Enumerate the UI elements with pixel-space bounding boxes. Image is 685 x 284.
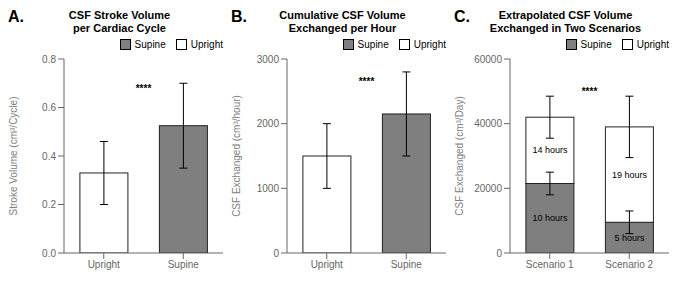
html-text:Supine: Supine	[357, 38, 389, 50]
svg-text:Supine: Supine	[391, 259, 423, 270]
svg-text:Stroke Volume (cm³/Cycle): Stroke Volume (cm³/Cycle)	[8, 97, 19, 216]
svg-text:****: ****	[359, 76, 375, 87]
svg-text:****: ****	[136, 83, 152, 94]
html-text:Upright: Upright	[636, 38, 669, 50]
html-text:B.: B.	[231, 8, 247, 25]
svg-text:0: 0	[496, 248, 502, 259]
html-text:Upright: Upright	[413, 38, 446, 50]
html-text:Extrapolated CSF Volume: Extrapolated CSF Volume	[498, 9, 633, 21]
svg-text:10 hours: 10 hours	[532, 213, 568, 223]
html-text:Supine: Supine	[134, 38, 166, 50]
svg-text:Supine: Supine	[168, 259, 200, 270]
svg-text:5 hours: 5 hours	[614, 233, 645, 243]
html-text:Exchanged in Two Scenarios: Exchanged in Two Scenarios	[489, 22, 642, 34]
svg-text:****: ****	[582, 86, 598, 97]
svg-text:3000: 3000	[257, 54, 280, 65]
svg-text:CSF Exchanged (cm³/Day): CSF Exchanged (cm³/Day)	[454, 96, 465, 215]
svg-text:2000: 2000	[257, 118, 280, 129]
svg-text:14 hours: 14 hours	[532, 145, 568, 155]
svg-text:Scenario 1: Scenario 1	[526, 259, 574, 270]
svg-text:60000: 60000	[474, 54, 502, 65]
svg-text:0.6: 0.6	[42, 102, 56, 113]
svg-text:Upright: Upright	[311, 259, 343, 270]
svg-text:1000: 1000	[257, 183, 280, 194]
svg-text:40000: 40000	[474, 118, 502, 129]
html-text:Upright: Upright	[190, 38, 223, 50]
svg-text:Upright: Upright	[88, 259, 120, 270]
html-text:per Cardiac Cycle: per Cardiac Cycle	[73, 22, 166, 34]
svg-text:0: 0	[273, 248, 279, 259]
html-text:Supine: Supine	[580, 38, 612, 50]
svg-text:0.4: 0.4	[42, 151, 56, 162]
html-text:Cumulative CSF Volume: Cumulative CSF Volume	[279, 9, 406, 21]
html-text:A.: A.	[8, 8, 24, 25]
svg-text:0.0: 0.0	[42, 248, 56, 259]
html-text:C.: C.	[454, 8, 470, 25]
svg-text:0.2: 0.2	[42, 199, 56, 210]
svg-text:0.8: 0.8	[42, 54, 56, 65]
html-text:CSF Stroke Volume: CSF Stroke Volume	[68, 9, 171, 21]
svg-text:19 hours: 19 hours	[612, 170, 648, 180]
svg-text:Scenario 2: Scenario 2	[605, 259, 653, 270]
html-text:Exchanged per Hour: Exchanged per Hour	[288, 22, 397, 34]
svg-text:CSF Exchanged (cm³/hour): CSF Exchanged (cm³/hour)	[231, 95, 242, 217]
svg-text:20000: 20000	[474, 183, 502, 194]
